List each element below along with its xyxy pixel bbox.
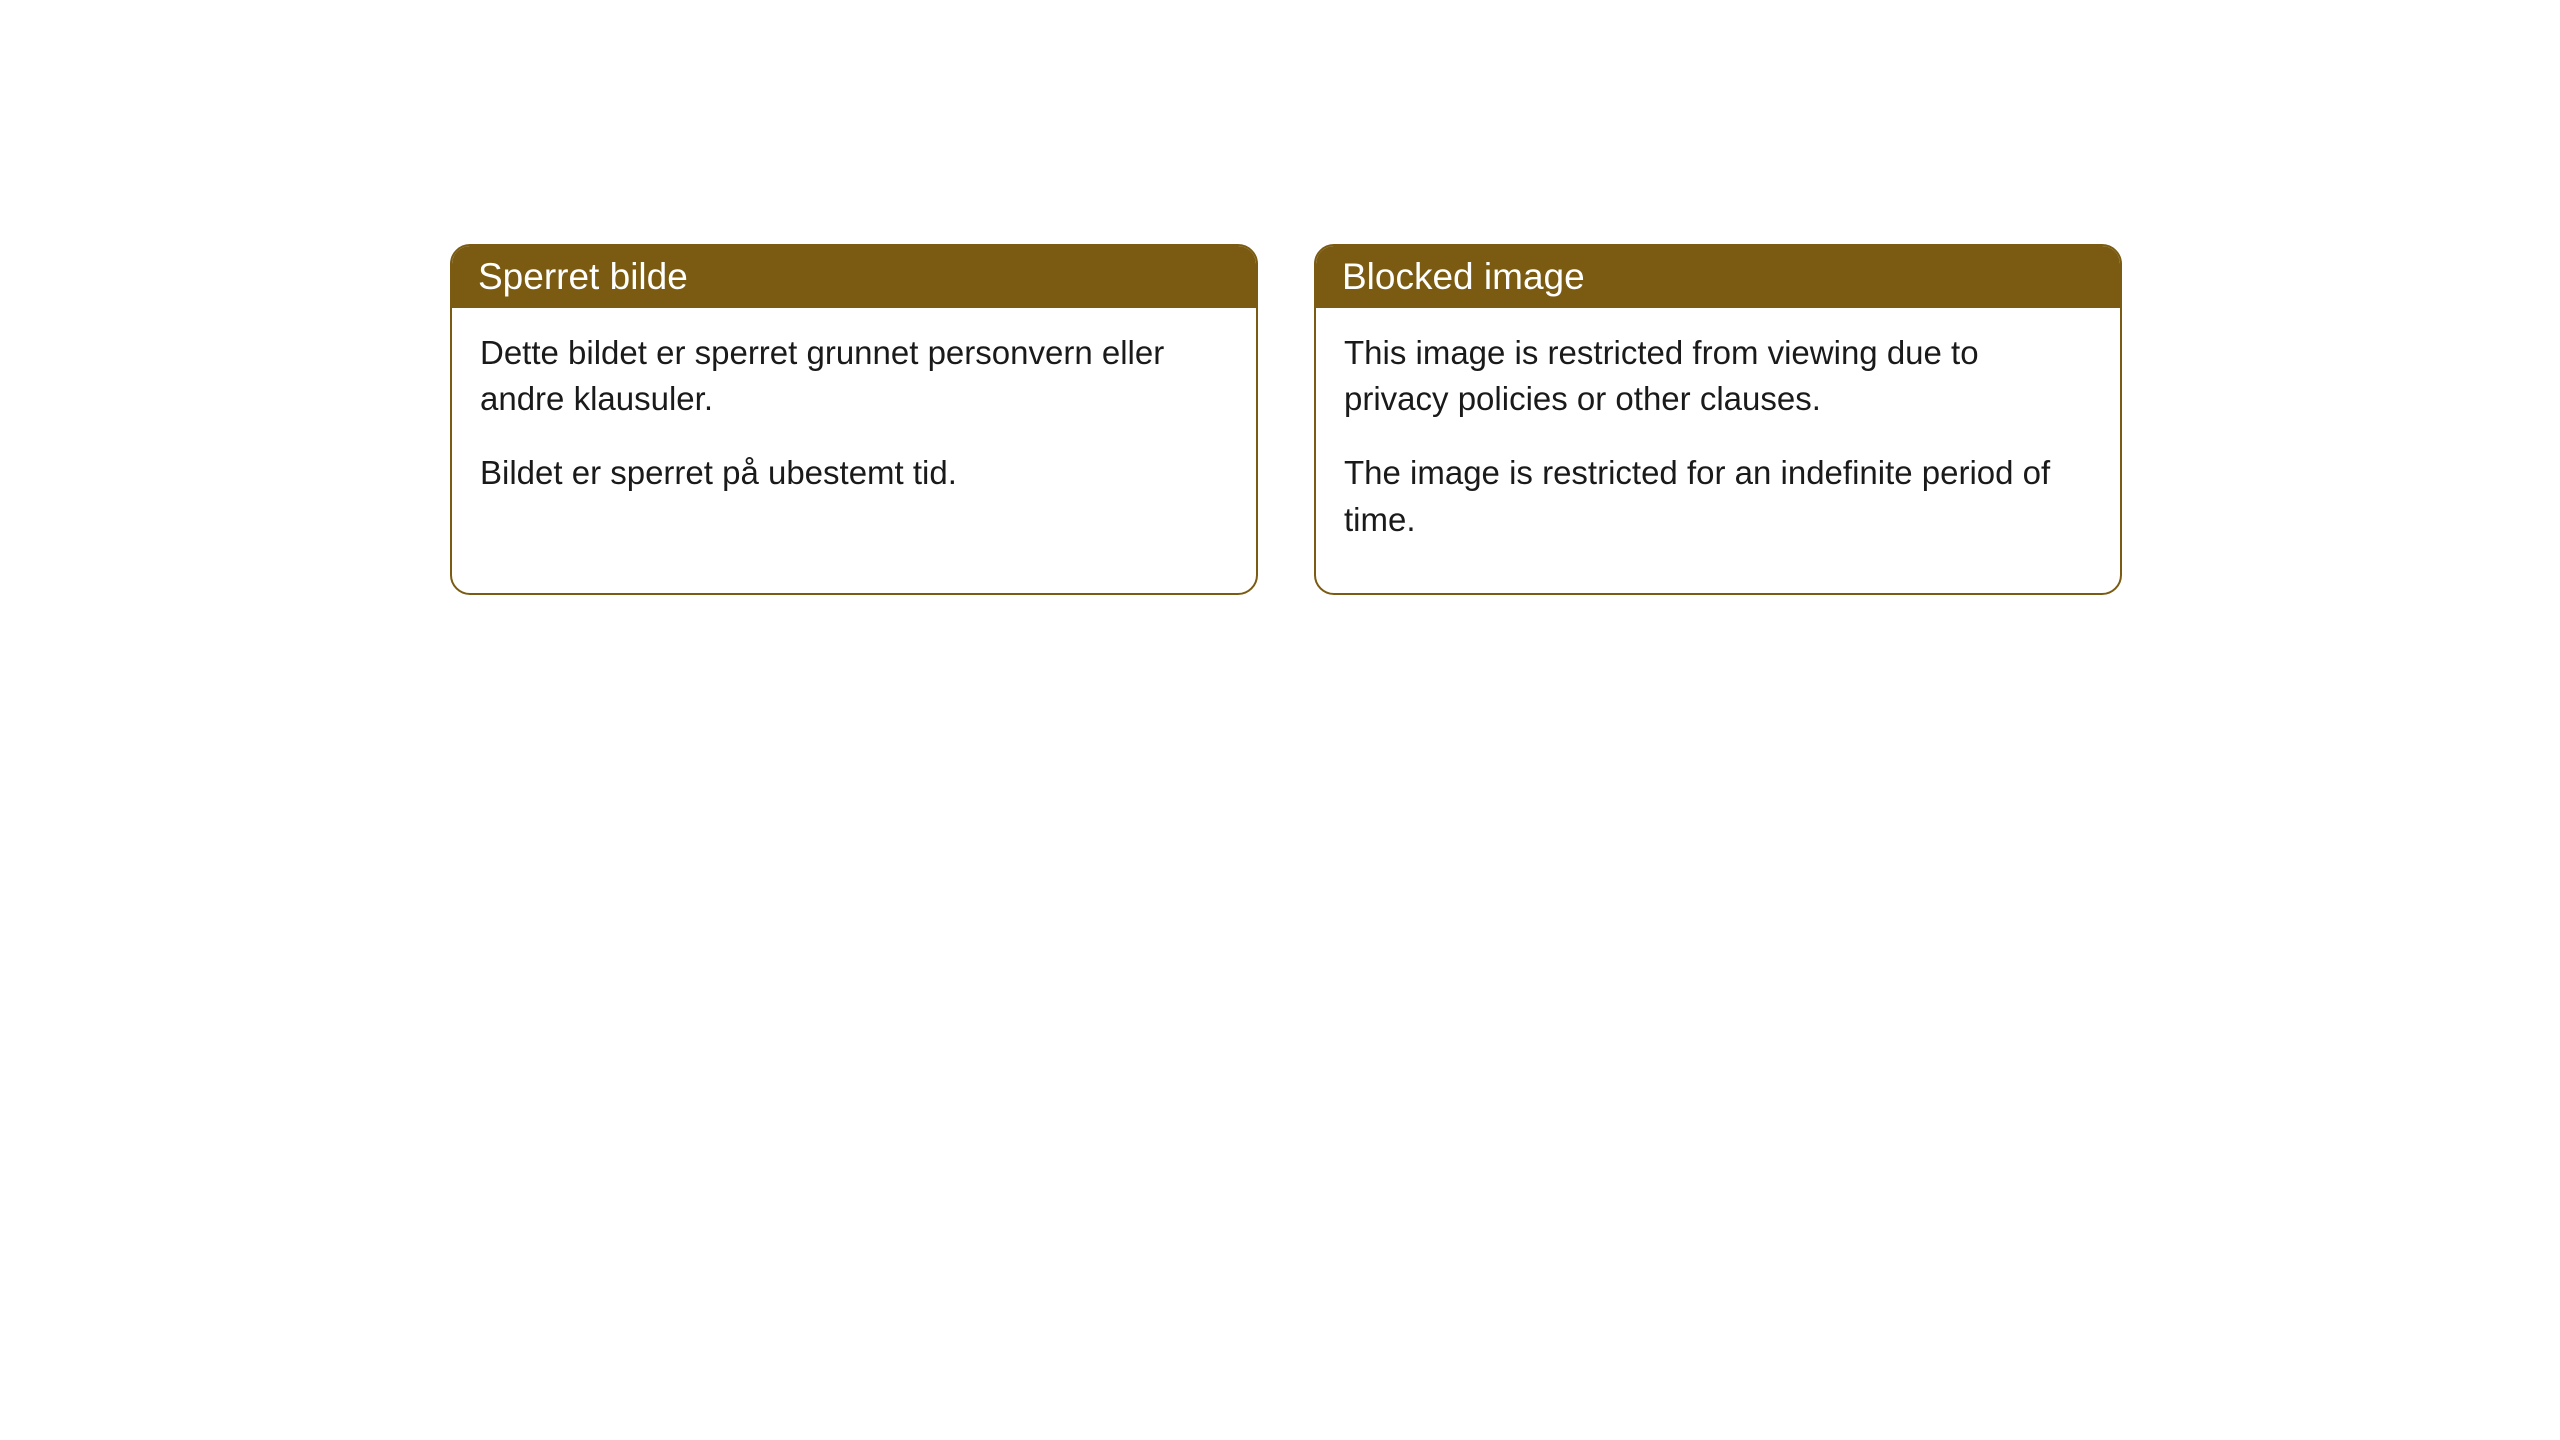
notice-header-norwegian: Sperret bilde	[452, 246, 1256, 308]
notice-body-norwegian: Dette bildet er sperret grunnet personve…	[452, 308, 1256, 547]
notice-title: Blocked image	[1342, 256, 1585, 297]
notice-box-english: Blocked image This image is restricted f…	[1314, 244, 2122, 595]
notice-paragraph-2: Bildet er sperret på ubestemt tid.	[480, 450, 1228, 496]
notice-paragraph-1: This image is restricted from viewing du…	[1344, 330, 2092, 422]
notice-title: Sperret bilde	[478, 256, 688, 297]
notice-header-english: Blocked image	[1316, 246, 2120, 308]
notice-paragraph-1: Dette bildet er sperret grunnet personve…	[480, 330, 1228, 422]
notice-body-english: This image is restricted from viewing du…	[1316, 308, 2120, 593]
notices-container: Sperret bilde Dette bildet er sperret gr…	[450, 244, 2122, 595]
notice-paragraph-2: The image is restricted for an indefinit…	[1344, 450, 2092, 542]
notice-box-norwegian: Sperret bilde Dette bildet er sperret gr…	[450, 244, 1258, 595]
